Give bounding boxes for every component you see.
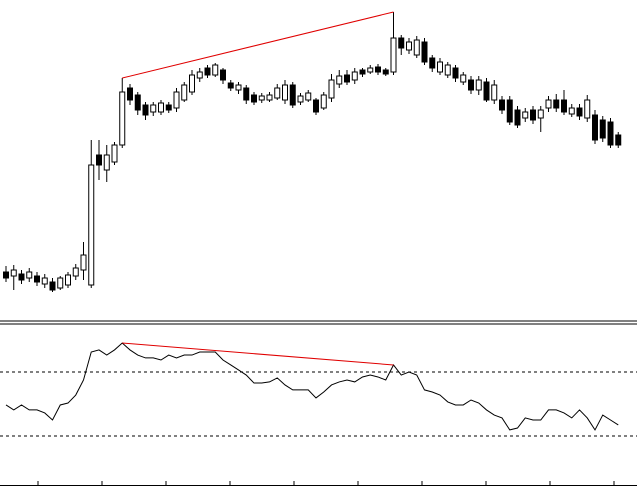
candle-body <box>344 74 350 83</box>
candle-body <box>561 99 567 113</box>
candle-body <box>96 154 102 166</box>
divergence-line <box>122 342 394 366</box>
candle-body <box>88 164 95 286</box>
candle-body <box>553 99 560 109</box>
candle-body <box>150 104 157 113</box>
candle-body <box>282 84 288 101</box>
candle-body <box>444 64 451 76</box>
candle-body <box>127 87 133 101</box>
candle-body <box>181 84 188 101</box>
candle-body <box>351 71 358 81</box>
candle-body <box>189 74 195 93</box>
candle-body <box>382 69 389 75</box>
candle-body <box>437 61 443 73</box>
candle-body <box>274 87 281 99</box>
candle-body <box>421 41 428 63</box>
candle-body <box>258 95 265 101</box>
candle-body <box>57 277 64 289</box>
candle-body <box>390 37 397 73</box>
candle-body <box>328 79 335 99</box>
candle-body <box>506 99 513 123</box>
oscillator-line <box>5 342 619 431</box>
candle-body <box>220 69 226 81</box>
candle-body <box>72 267 79 277</box>
candle-body <box>483 81 490 101</box>
candle-body <box>103 154 110 171</box>
candle-body <box>297 95 304 103</box>
candle-body <box>398 37 405 49</box>
candle-body <box>460 74 467 83</box>
candle-body <box>3 271 9 279</box>
candle-body <box>289 84 296 106</box>
candle-body <box>313 99 319 113</box>
candle-body <box>204 67 211 76</box>
candle-body <box>235 84 242 91</box>
candle-body <box>134 94 141 111</box>
candle-body <box>158 102 164 113</box>
candle-body <box>336 75 343 85</box>
candle-body <box>111 144 118 163</box>
candle-body <box>452 67 459 79</box>
candle-body <box>34 275 40 283</box>
candle-body <box>65 274 71 286</box>
candle-body <box>514 109 521 126</box>
candle-body <box>568 107 575 115</box>
candle-body <box>406 41 412 51</box>
candle-body <box>49 281 56 291</box>
divergence-line <box>122 11 394 79</box>
candle-body <box>491 84 498 101</box>
candle-body <box>173 91 180 109</box>
candle-body <box>584 99 591 119</box>
candle-body <box>320 94 327 109</box>
candle-body <box>537 109 544 119</box>
candle-body <box>375 66 381 73</box>
candle-body <box>251 94 257 103</box>
candle-body <box>142 104 149 116</box>
candle-body <box>522 111 529 119</box>
candle-body <box>592 114 598 141</box>
candle-body <box>545 99 552 109</box>
candle-body <box>266 94 273 101</box>
candle-body <box>10 269 17 277</box>
candle-body <box>576 107 583 117</box>
candle-body <box>18 273 25 281</box>
candle-body <box>429 57 436 69</box>
candle-body <box>413 39 420 56</box>
candle-body <box>367 67 374 73</box>
candle-body <box>196 71 203 79</box>
candle-body <box>227 82 234 89</box>
candle-body <box>599 119 606 139</box>
candle-body <box>165 104 172 111</box>
candle-body <box>26 271 33 279</box>
candle-body <box>468 79 474 91</box>
candle-body <box>305 92 312 101</box>
candle-body <box>119 91 126 146</box>
candle-body <box>80 254 87 271</box>
candle-body <box>615 134 622 146</box>
candle-body <box>475 79 482 91</box>
candle-body <box>359 69 366 75</box>
candle-body <box>607 121 614 146</box>
candle-body <box>41 277 48 285</box>
candle-body <box>243 87 250 101</box>
candle-body <box>530 109 536 121</box>
candle-body <box>212 64 219 76</box>
candle-body <box>499 99 505 111</box>
